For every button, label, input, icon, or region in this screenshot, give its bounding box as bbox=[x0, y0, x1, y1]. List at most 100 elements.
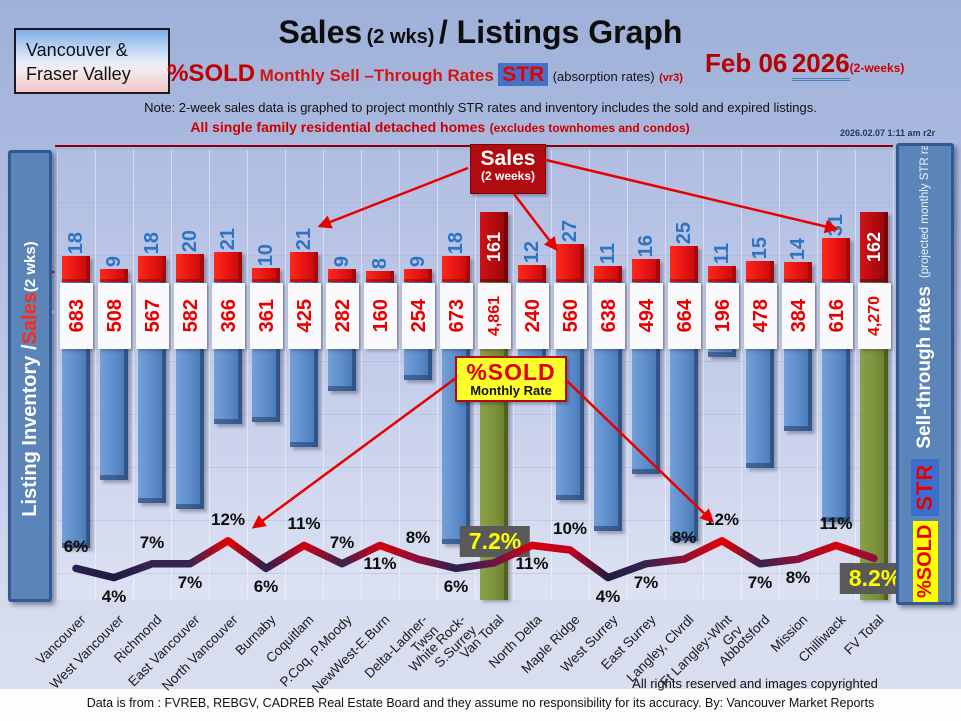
gridline bbox=[741, 150, 742, 600]
inventory-value-label: 160 bbox=[364, 283, 397, 349]
absorption-label: (absorption rates) bbox=[552, 69, 655, 84]
inventory-value-label: 4,270 bbox=[858, 283, 891, 349]
gridline bbox=[779, 150, 780, 600]
report-date: Feb 06 2026(2-weeks) bbox=[705, 48, 955, 81]
note-text: Note: 2-week sales data is graphed to pr… bbox=[144, 100, 817, 115]
str-badge: STR bbox=[498, 63, 549, 86]
sales-bar bbox=[670, 246, 698, 282]
footer-strip bbox=[0, 689, 961, 721]
sales-bar bbox=[746, 261, 774, 282]
pct-sold-label: %SOLD bbox=[167, 60, 256, 87]
sales-value-label: 9 bbox=[103, 255, 125, 267]
source-text: Data is from : FVREB, REBGV, CADREB Real… bbox=[86, 696, 875, 710]
pct-sold-value: 6% bbox=[63, 537, 89, 557]
title-rest: / Listings Graph bbox=[438, 14, 683, 50]
pct-sold-value: 4% bbox=[595, 586, 621, 606]
left-axis-wks: (2 wks) bbox=[21, 241, 39, 293]
sales-callout-sub: (2 weeks) bbox=[480, 169, 536, 184]
inventory-value-label: 240 bbox=[516, 283, 549, 349]
inventory-value-label: 582 bbox=[174, 283, 207, 349]
sales-value-label: 15 bbox=[749, 236, 771, 259]
subtitle-main: All single family residential detached h… bbox=[190, 119, 486, 135]
pct-sold-value: 8% bbox=[671, 528, 697, 548]
sales-bar bbox=[328, 269, 356, 282]
region-line1: Vancouver & bbox=[26, 40, 128, 60]
page-title: Sales (2 wks) / Listings Graph bbox=[0, 14, 961, 51]
gridline bbox=[209, 150, 210, 600]
sales-bar bbox=[214, 252, 242, 282]
pct-sold-value: 7% bbox=[177, 572, 203, 592]
sales-value-label: 25 bbox=[673, 221, 695, 244]
pct-sold-value: 12% bbox=[704, 509, 740, 529]
gridline bbox=[703, 150, 704, 600]
subtitle: All single family residential detached h… bbox=[0, 119, 880, 137]
gridline bbox=[437, 150, 438, 600]
inventory-value-label: 616 bbox=[820, 283, 853, 349]
inventory-value-label: 567 bbox=[136, 283, 169, 349]
date-suffix: (2-weeks) bbox=[849, 61, 905, 75]
gridline bbox=[57, 150, 58, 600]
sold-callout-sub: Monthly Rate bbox=[470, 383, 552, 399]
sales-callout-box: Sales (2 weeks) bbox=[470, 144, 546, 194]
sales-bar bbox=[252, 268, 280, 282]
gridline bbox=[133, 150, 134, 600]
pct-sold-value: 6% bbox=[253, 577, 279, 597]
pct-sold-value: 4% bbox=[101, 586, 127, 606]
title-sales: Sales bbox=[278, 14, 363, 50]
gridline bbox=[855, 150, 856, 600]
sales-bar bbox=[100, 269, 128, 282]
pct-sold-value: 11% bbox=[287, 514, 321, 534]
sales-value-label: 27 bbox=[559, 219, 581, 242]
gridline bbox=[323, 150, 324, 600]
sold-subtitle: %SOLD Monthly Sell –Through Rates STR (a… bbox=[0, 60, 850, 88]
sales-bar bbox=[176, 254, 204, 282]
inventory-value-label: 664 bbox=[668, 283, 701, 349]
gridline bbox=[589, 150, 590, 600]
gridline bbox=[285, 150, 286, 600]
sales-value-label: 10 bbox=[255, 243, 277, 266]
sales-value-label: 8 bbox=[369, 257, 391, 269]
sales-bar bbox=[366, 271, 394, 282]
generation-timestamp: 2026.02.07 1:11 am r2r bbox=[840, 128, 936, 138]
inventory-value-label: 361 bbox=[250, 283, 283, 349]
inventory-value-label: 508 bbox=[98, 283, 131, 349]
subtitle-paren: (excludes townhomes and condos) bbox=[489, 121, 690, 135]
right-axis-subtitle: (projected monthly STR rates) bbox=[919, 143, 931, 279]
right-axis-title: Sell-through rates bbox=[914, 286, 935, 449]
sales-value-label: 9 bbox=[407, 255, 429, 267]
pct-sold-value: 8% bbox=[785, 568, 811, 588]
date-year: 2026 bbox=[791, 48, 850, 81]
region-line2: Fraser Valley bbox=[26, 64, 131, 85]
sales-bar bbox=[138, 256, 166, 282]
gridline bbox=[95, 150, 96, 600]
sales-value-label: 20 bbox=[179, 229, 201, 252]
sold-callout-title: %SOLD bbox=[466, 359, 556, 385]
inventory-value-label: 254 bbox=[402, 283, 435, 349]
sales-bar bbox=[404, 269, 432, 282]
inventory-value-label: 282 bbox=[326, 283, 359, 349]
version-label: (vr3) bbox=[659, 72, 683, 84]
sales-value-label: 18 bbox=[65, 231, 87, 254]
inventory-value-label: 4,861 bbox=[478, 283, 511, 349]
sales-value-label: 11 bbox=[711, 242, 733, 264]
sales-value-label: 9 bbox=[331, 255, 353, 267]
sales-value-label: 18 bbox=[141, 231, 163, 254]
sales-bar bbox=[594, 266, 622, 282]
pct-sold-value: 7% bbox=[747, 572, 773, 592]
pct-sold-total-value: 7.2% bbox=[459, 525, 531, 557]
region-box: Vancouver & Fraser Valley bbox=[14, 28, 170, 94]
sales-value-label: 12 bbox=[521, 240, 543, 263]
pct-sold-value: 12% bbox=[210, 509, 246, 529]
sales-bar bbox=[784, 262, 812, 282]
inventory-value-label: 196 bbox=[706, 283, 739, 349]
sales-bar: 162 bbox=[860, 212, 888, 282]
sales-value-label: 16 bbox=[635, 234, 657, 257]
pct-sold-value: 8% bbox=[405, 528, 431, 548]
right-axis-label: %SOLD STR Sell-through rates (projected … bbox=[896, 143, 954, 605]
sales-bar bbox=[290, 252, 318, 282]
sales-value-label: 11 bbox=[597, 242, 619, 264]
pct-sold-value: 11% bbox=[515, 554, 549, 574]
pct-sold-value: 10% bbox=[552, 519, 588, 538]
sales-bar bbox=[556, 244, 584, 282]
sell-through-label: Monthly Sell –Through Rates bbox=[259, 66, 494, 85]
